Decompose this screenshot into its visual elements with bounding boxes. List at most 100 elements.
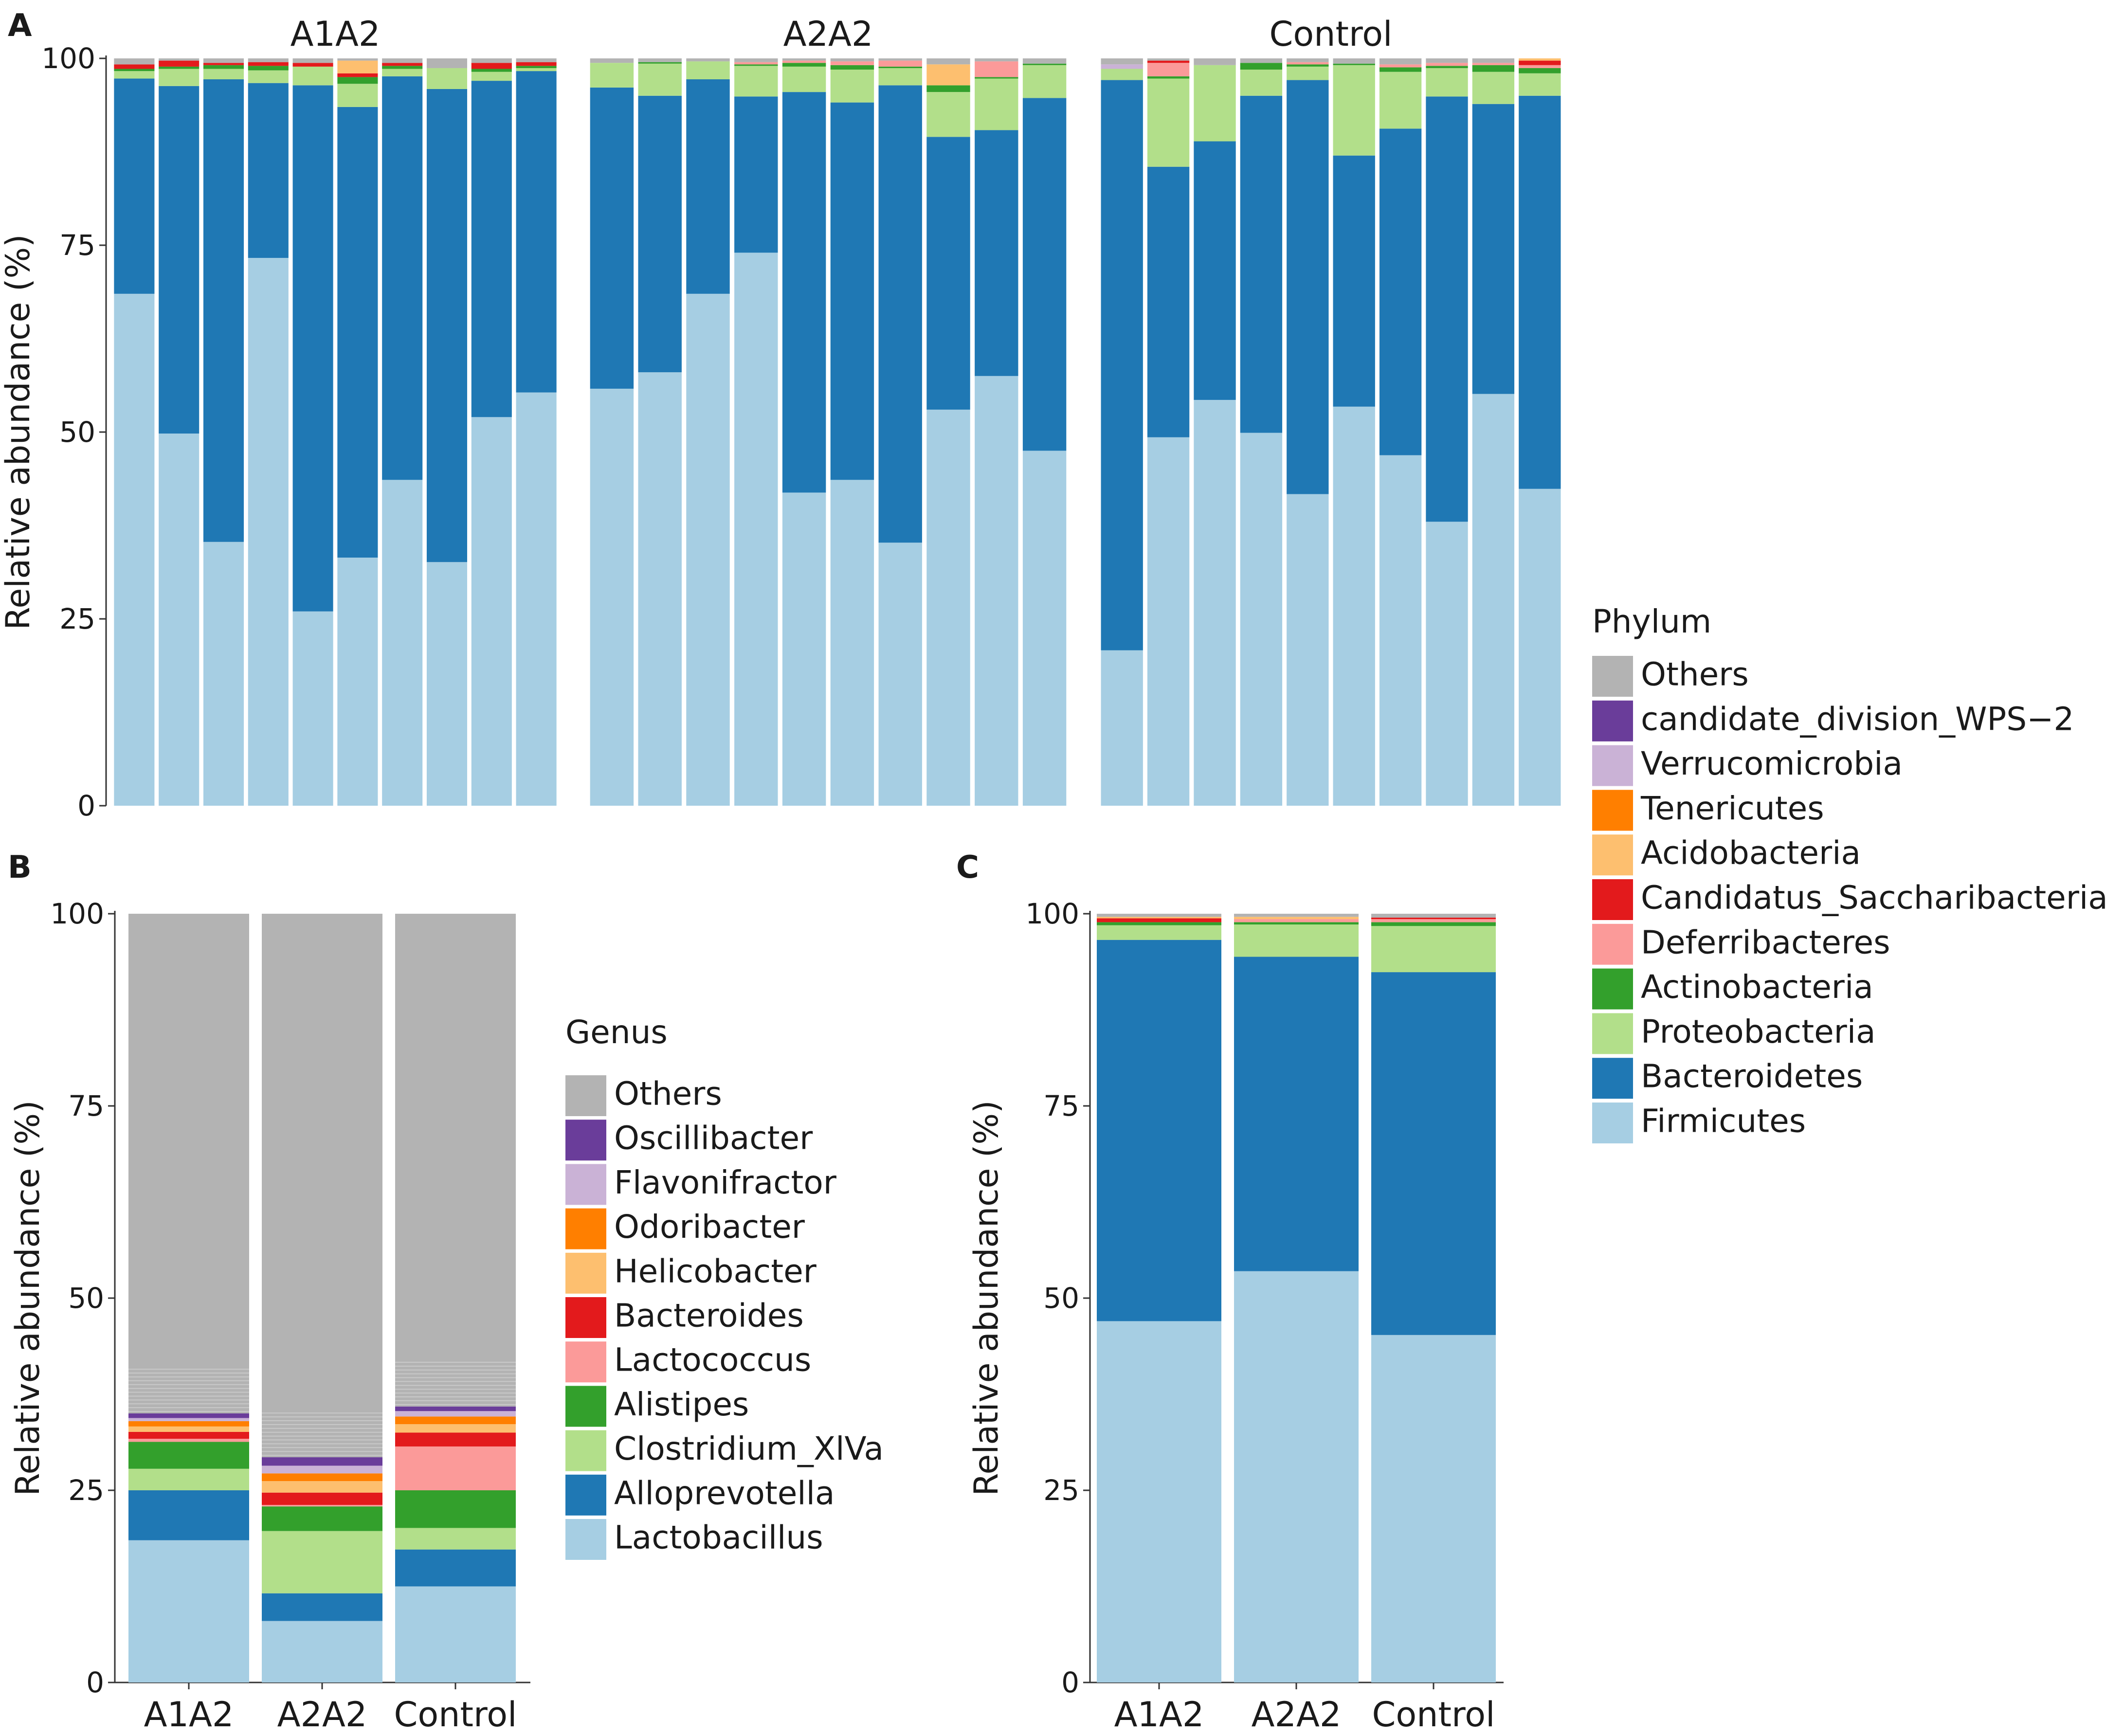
bar-a2a2-1-proteobacteria (590, 63, 634, 88)
bar-a2a2-1-bacteroidetes (590, 87, 634, 389)
bar-a1a2-5-firmicutes (292, 611, 333, 806)
bar-a2a2-6-proteobacteria (830, 70, 874, 103)
legend-swatch-helicobacter (565, 1252, 606, 1294)
legend-title: Genus (565, 1013, 668, 1051)
legend-label-oscillibacter: Oscillibacter (614, 1120, 813, 1157)
bar-a1a2-10-bacteroidetes (516, 71, 557, 393)
bar-control-7-deferribacteres (1379, 64, 1422, 68)
bar-control-2-bacteroidetes (1147, 166, 1190, 437)
bar-control-5-others (1287, 58, 1329, 62)
legend-swatch-lactococcus (565, 1341, 606, 1383)
bar-a1a2-3-actinobacteria (203, 65, 244, 69)
bar-a2a2-3-proteobacteria (686, 61, 730, 80)
bar-a1a2-7-candidatus-saccharibacteria (382, 63, 423, 66)
bar-control-10-bacteroidetes (1519, 95, 1561, 489)
bar-a1a2-4-actinobacteria (248, 66, 289, 71)
bar-a1a2-1-bacteroidetes (114, 78, 155, 294)
bar-control-6-firmicutes (1333, 406, 1375, 806)
legend-label-deferribacteres: Deferribacteres (1641, 923, 1890, 961)
bar-a1a2-4-candidatus-saccharibacteria (248, 62, 289, 66)
bar-a2a2-8-firmicutes (926, 409, 970, 806)
bar-a1a2-1-proteobacteria (114, 71, 155, 79)
bar-a1a2-6-acidobacteria (337, 60, 378, 73)
bar-a1a2-9-firmicutes (471, 417, 512, 806)
bar-a1a2-7-others (382, 58, 423, 63)
bar-a2a2-6-firmicutes (830, 480, 874, 806)
bar-a2a2-lactococcus (262, 1505, 382, 1507)
bar-control-2-others (1147, 58, 1190, 61)
facet-label-a2a2: A2A2 (783, 14, 873, 54)
bar-a1a2-alistipes (128, 1442, 249, 1469)
bar-control-9-deferribacteres (1472, 63, 1515, 65)
bar-a1a2-7-actinobacteria (382, 66, 423, 69)
bar-a2a2-oscillibacter (262, 1457, 382, 1466)
bar-a2a2-2-proteobacteria (638, 63, 682, 96)
bar-a1a2-6-candidatus-saccharibacteria (337, 73, 378, 77)
bar-a1a2-10-firmicutes (516, 392, 557, 806)
bar-a2a2-10-actinobacteria (1022, 63, 1067, 65)
legend-label-helicobacter: Helicobacter (614, 1252, 817, 1290)
panel-letter-c: C (956, 850, 979, 886)
genus-legend: Genus Others Oscillibacter Flavonifractor Od… (565, 1013, 884, 1560)
bar-a2a2-10-others (1022, 58, 1067, 64)
bar-control-bacteroidetes (1371, 972, 1496, 1335)
legend-label-flavonifractor: Flavonifractor (614, 1164, 837, 1201)
bar-a1a2-firmicutes (1097, 1321, 1221, 1682)
legend-label-others: Others (614, 1075, 722, 1112)
bar-a2a2-5-actinobacteria (782, 63, 826, 67)
bar-control-6-proteobacteria (1333, 65, 1375, 156)
panel-letter-a: A (8, 8, 32, 44)
bar-a2a2-5-deferribacteres (782, 60, 826, 63)
legend-label-candidatus-saccharibacteria: Candidatus_Saccharibacteria (1641, 879, 2106, 916)
bar-control-2-proteobacteria (1147, 78, 1190, 167)
bar-control-2-deferribacteres (1147, 63, 1190, 76)
legend-label-alloprevotella: Alloprevotella (614, 1474, 835, 1512)
y-axis-title: Relative abundance (%) (0, 234, 37, 630)
bar-a2a2-9-actinobacteria (975, 77, 1018, 79)
bar-a1a2-9-bacteroidetes (471, 81, 512, 417)
bar-a1a2-2-actinobacteria (159, 66, 200, 69)
bar-control-6-actinobacteria (1333, 63, 1375, 65)
bar-a1a2-odoribacter (128, 1421, 249, 1427)
bar-a1a2-10-candidatus-saccharibacteria (516, 62, 557, 66)
bar-control-10-candidatus-saccharibacteria (1519, 60, 1561, 65)
bar-control-3-bacteroidetes (1194, 141, 1236, 400)
x-tick-label-a1a2: A1A2 (144, 1695, 234, 1735)
bar-a2a2-proteobacteria (1234, 924, 1359, 957)
bar-control-7-actinobacteria (1379, 67, 1422, 72)
bar-a1a2-5-candidatus-saccharibacteria (292, 63, 333, 67)
bar-a2a2-alistipes (262, 1506, 382, 1531)
bar-control-candidatus-saccharibacteria (1371, 917, 1496, 920)
bar-a1a2-2-others (159, 58, 200, 61)
bar-control-odoribacter (395, 1416, 516, 1425)
bar-a2a2-10-bacteroidetes (1022, 98, 1067, 451)
bar-a2a2-4-bacteroidetes (734, 96, 778, 253)
bar-control-3-others (1194, 58, 1236, 65)
bar-a1a2-oscillibacter (128, 1413, 249, 1418)
bar-control-4-bacteroidetes (1240, 95, 1283, 433)
bar-a2a2-5-bacteroidetes (782, 92, 826, 493)
legend-label-proteobacteria: Proteobacteria (1641, 1013, 1876, 1050)
bar-control-5-bacteroidetes (1287, 80, 1329, 494)
bar-a1a2-acidobacteria (1097, 917, 1221, 919)
bar-control-7-firmicutes (1379, 455, 1422, 806)
bar-a1a2-5-proteobacteria (292, 66, 333, 86)
bar-a2a2-5-others (782, 58, 826, 61)
bar-a2a2-firmicutes (1234, 1271, 1359, 1682)
panel-c: 0 25 50 75 100 Relative abundance (%) A1A2 A2A2… (967, 897, 1504, 1735)
y-tick-label: 25 (1043, 1474, 1079, 1507)
bar-a2a2-9-deferribacteres (975, 61, 1018, 77)
legend-label-lactococcus: Lactococcus (614, 1341, 811, 1379)
panel-letter-b: B (8, 850, 32, 886)
legend-swatch-alistipes (565, 1386, 606, 1427)
bar-a1a2-6-proteobacteria (337, 84, 378, 107)
bar-a2a2-9-others (975, 58, 1018, 62)
bar-a2a2-3-firmicutes (686, 293, 730, 806)
bar-a2a2-actinobacteria (1234, 922, 1359, 925)
bar-a2a2-others (1234, 914, 1359, 917)
bar-a1a2-2-firmicutes (159, 434, 200, 806)
bar-a1a2-9-actinobacteria (471, 69, 512, 72)
bar-a1a2-10-others (516, 58, 557, 62)
bar-a1a2-6-firmicutes (337, 558, 378, 806)
